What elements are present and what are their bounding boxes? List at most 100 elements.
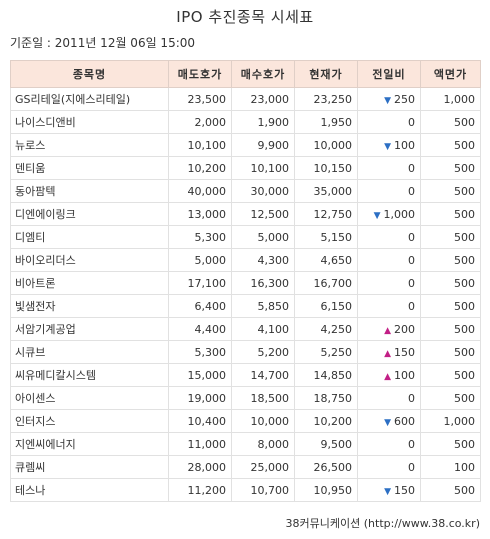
change-arrow-icon: ▼: [384, 417, 391, 428]
page-title: IPO 추진종목 시세표: [176, 8, 314, 26]
table-row: 비아트론 17,100 16,300 16,700 0 500: [10, 271, 481, 295]
current-price-cell: 4,250: [294, 317, 358, 341]
change-value: 0: [408, 184, 415, 198]
ask-price-cell: 10,200: [168, 156, 232, 180]
column-header-bid: 매수호가: [231, 60, 295, 88]
change-value: 0: [408, 161, 415, 175]
stock-name-cell: 큐렘씨: [10, 455, 169, 479]
stock-name-cell: 인터지스: [10, 409, 169, 433]
par-value-cell: 1,000: [420, 87, 481, 111]
ask-price-cell: 2,000: [168, 110, 232, 134]
bid-price-cell: 9,900: [231, 133, 295, 157]
table-row: 씨유메디칼시스템 15,000 14,700 14,850 ▲ 100 500: [10, 363, 481, 387]
change-value: 0: [408, 276, 415, 290]
par-value-cell: 500: [420, 225, 481, 249]
stock-name-cell: 아이센스: [10, 386, 169, 410]
column-header-ask: 매도호가: [168, 60, 232, 88]
bid-price-cell: 10,700: [231, 478, 295, 502]
change-cell: 0: [357, 110, 421, 134]
table-row: 시큐브 5,300 5,200 5,250 ▲ 150 500: [10, 340, 481, 364]
column-header-name: 종목명: [10, 60, 169, 88]
table-row: 인터지스 10,400 10,000 10,200 ▼ 600 1,000: [10, 409, 481, 433]
current-price-cell: 10,200: [294, 409, 358, 433]
bid-price-cell: 4,100: [231, 317, 295, 341]
change-cell: 0: [357, 294, 421, 318]
change-cell: 0: [357, 225, 421, 249]
change-cell: ▼ 100: [357, 133, 421, 157]
ask-price-cell: 4,400: [168, 317, 232, 341]
bid-price-cell: 16,300: [231, 271, 295, 295]
bid-price-cell: 5,850: [231, 294, 295, 318]
current-price-cell: 18,750: [294, 386, 358, 410]
change-cell: ▼ 1,000: [357, 202, 421, 226]
table-row: 빛샘전자 6,400 5,850 6,150 0 500: [10, 294, 481, 318]
change-arrow-icon: ▼: [384, 486, 391, 497]
change-cell: 0: [357, 179, 421, 203]
table-row: 덴티움 10,200 10,100 10,150 0 500: [10, 156, 481, 180]
bid-price-cell: 10,100: [231, 156, 295, 180]
bid-price-cell: 18,500: [231, 386, 295, 410]
change-cell: 0: [357, 386, 421, 410]
stock-name-cell: 바이오리더스: [10, 248, 169, 272]
current-price-cell: 14,850: [294, 363, 358, 387]
stock-name-cell: 테스나: [10, 478, 169, 502]
ask-price-cell: 13,000: [168, 202, 232, 226]
change-arrow-icon: ▲: [384, 325, 391, 336]
column-header-par: 액면가: [420, 60, 481, 88]
ask-price-cell: 10,400: [168, 409, 232, 433]
table-body: GS리테일(지에스리테일) 23,500 23,000 23,250 ▼ 250 …: [10, 87, 481, 502]
change-value: 0: [408, 253, 415, 267]
bid-price-cell: 5,000: [231, 225, 295, 249]
stock-name-cell: 덴티움: [10, 156, 169, 180]
par-value-cell: 1,000: [420, 409, 481, 433]
ask-price-cell: 5,300: [168, 225, 232, 249]
current-price-cell: 4,650: [294, 248, 358, 272]
ipo-quote-table: 종목명 매도호가 매수호가 현재가 전일비 액면가 GS리테일(지에스리테일) …: [10, 60, 481, 502]
current-price-cell: 1,950: [294, 110, 358, 134]
current-price-cell: 10,950: [294, 478, 358, 502]
table-row: 바이오리더스 5,000 4,300 4,650 0 500: [10, 248, 481, 272]
bid-price-cell: 4,300: [231, 248, 295, 272]
current-price-cell: 6,150: [294, 294, 358, 318]
par-value-cell: 500: [420, 432, 481, 456]
current-price-cell: 16,700: [294, 271, 358, 295]
ask-price-cell: 5,000: [168, 248, 232, 272]
change-cell: ▼ 150: [357, 478, 421, 502]
table-header-row: 종목명 매도호가 매수호가 현재가 전일비 액면가: [10, 60, 481, 88]
table-row: 큐렘씨 28,000 25,000 26,500 0 100: [10, 455, 481, 479]
change-value: 1,000: [383, 207, 416, 221]
par-value-cell: 500: [420, 294, 481, 318]
stock-name-cell: 나이스디앤비: [10, 110, 169, 134]
change-value: 0: [408, 460, 415, 474]
change-arrow-icon: ▲: [384, 348, 391, 359]
par-value-cell: 500: [420, 133, 481, 157]
change-cell: ▲ 150: [357, 340, 421, 364]
change-cell: ▼ 600: [357, 409, 421, 433]
change-arrow-icon: ▼: [373, 210, 381, 221]
table-row: 동아팜텍 40,000 30,000 35,000 0 500: [10, 179, 481, 203]
table-row: 테스나 11,200 10,700 10,950 ▼ 150 500: [10, 478, 481, 502]
par-value-cell: 500: [420, 110, 481, 134]
table-row: 나이스디앤비 2,000 1,900 1,950 0 500: [10, 110, 481, 134]
par-value-cell: 100: [420, 455, 481, 479]
stock-name-cell: 지엔씨에너지: [10, 432, 169, 456]
bid-price-cell: 30,000: [231, 179, 295, 203]
table-row: 디엠티 5,300 5,000 5,150 0 500: [10, 225, 481, 249]
current-price-cell: 26,500: [294, 455, 358, 479]
stock-name-cell: 비아트론: [10, 271, 169, 295]
stock-name-cell: 뉴로스: [10, 133, 169, 157]
change-value: 200: [394, 322, 415, 336]
change-cell: 0: [357, 248, 421, 272]
change-value: 0: [408, 437, 415, 451]
par-value-cell: 500: [420, 202, 481, 226]
table-row: GS리테일(지에스리테일) 23,500 23,000 23,250 ▼ 250 …: [10, 87, 481, 111]
ask-price-cell: 11,000: [168, 432, 232, 456]
change-arrow-icon: ▼: [384, 95, 391, 106]
stock-name-cell: 시큐브: [10, 340, 169, 364]
bid-price-cell: 8,000: [231, 432, 295, 456]
bid-price-cell: 23,000: [231, 87, 295, 111]
change-value: 0: [408, 230, 415, 244]
ask-price-cell: 10,100: [168, 133, 232, 157]
change-value: 150: [394, 483, 415, 497]
